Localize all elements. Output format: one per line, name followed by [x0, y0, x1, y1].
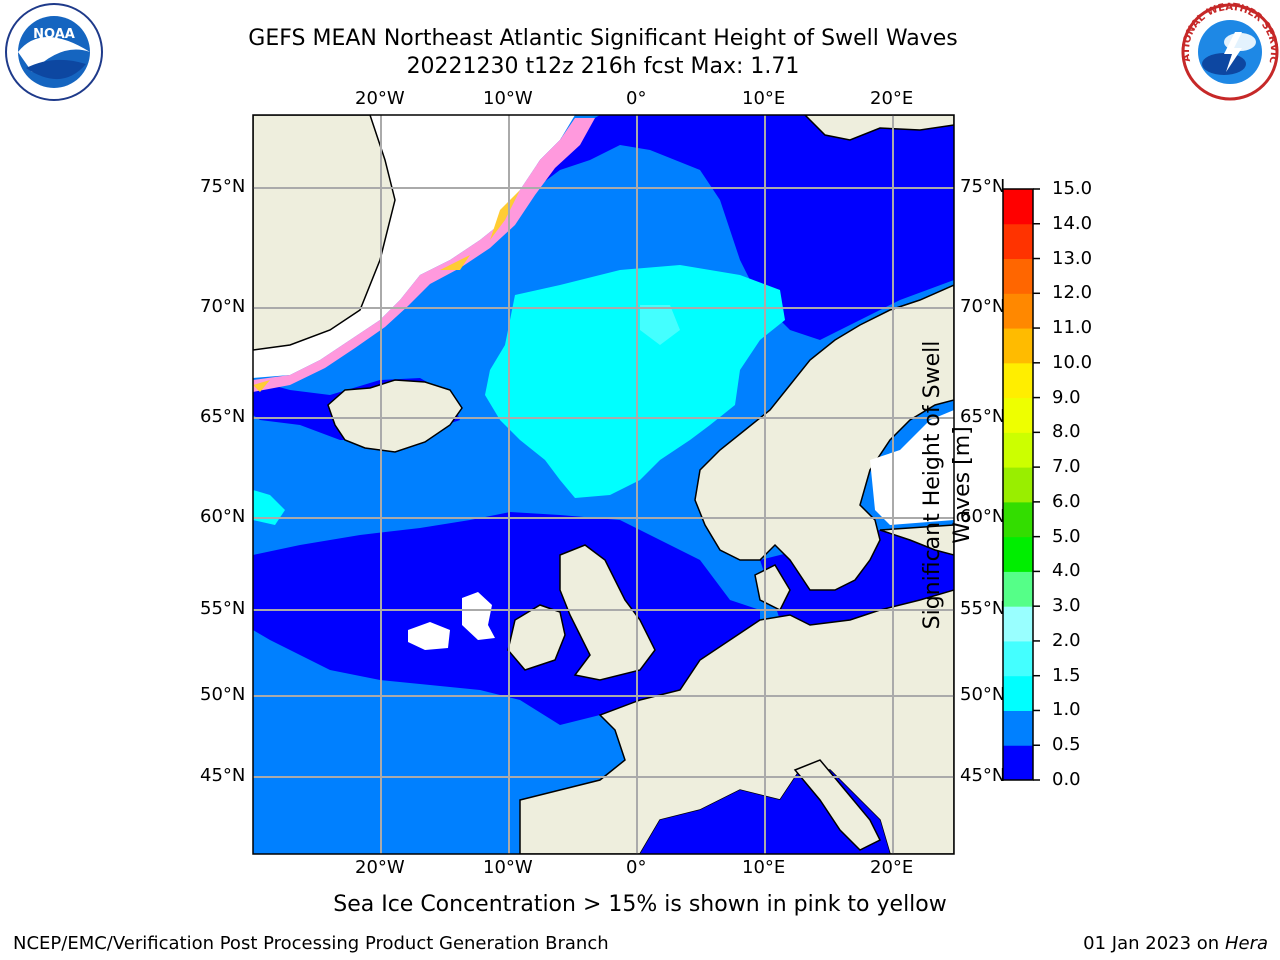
lon-label-bottom-10w: 10°W	[483, 857, 533, 878]
colorbar-tick-label: 10.0	[1052, 351, 1093, 373]
iceland-land	[327, 379, 463, 453]
chart-title: GEFS MEAN Northeast Atlantic Significant…	[248, 26, 958, 51]
gridlines	[253, 115, 954, 854]
continental-europe-land	[519, 589, 954, 854]
colorbar-tick-label: 4.0	[1052, 560, 1081, 582]
colorbar-tick-label: 8.0	[1052, 421, 1081, 443]
lon-label-bottom-20w: 20°W	[355, 857, 405, 878]
colorbar-band	[1003, 189, 1033, 225]
chart-subtitle: 20221230 t12z 216h fcst Max: 1.71	[406, 54, 800, 79]
greenland-land	[253, 115, 396, 351]
colorbar-tick-label: 6.0	[1052, 490, 1081, 512]
colorbar-band	[1003, 223, 1033, 260]
colorbar-tick-label: 9.0	[1052, 386, 1081, 408]
lon-label-bottom-10e: 10°E	[742, 857, 786, 878]
machine-name: Hera	[1224, 933, 1268, 954]
colorbar-band	[1003, 501, 1033, 538]
svalbard-land	[803, 115, 954, 141]
finland-coast	[879, 524, 954, 556]
lat-label-left-70n: 70°N	[200, 296, 246, 317]
colorbar-band	[1003, 710, 1033, 746]
colorbar-band	[1003, 640, 1033, 677]
colorbar-band	[1003, 397, 1033, 433]
great-britain-land	[559, 544, 656, 681]
colorbar-tick-label: 1.5	[1052, 664, 1081, 686]
colorbar-tick-label: 12.0	[1052, 282, 1093, 304]
colorbar-tick-label: 2.0	[1052, 629, 1081, 651]
colorbar-band	[1003, 745, 1033, 781]
lon-label-top-20e: 20°E	[870, 88, 914, 109]
lon-label-top-0: 0°	[626, 88, 647, 109]
nws-logo-icon: NATIONAL WEATHER SERVICE	[1180, 2, 1279, 101]
colorbar-tick-label: 5.0	[1052, 525, 1081, 547]
run-date: 01 Jan 2023 on Hera	[1083, 933, 1268, 954]
lat-label-right-45n: 45°N	[960, 765, 1006, 786]
noaa-logo-text: NOAA	[33, 27, 75, 42]
lat-label-right-65n: 65°N	[960, 406, 1006, 427]
colorbar-tick-label: 7.0	[1052, 456, 1081, 478]
lat-label-left-50n: 50°N	[200, 684, 246, 705]
credit-text: NCEP/EMC/Verification Post Processing Pr…	[13, 933, 609, 954]
colorbar-band	[1003, 293, 1033, 329]
colorbar-tick-label: 3.0	[1052, 595, 1081, 617]
colorbar-tick-label: 15.0	[1052, 178, 1093, 199]
colorbar-band	[1003, 432, 1033, 468]
colorbar-band	[1003, 536, 1033, 572]
sea-ice-edge	[253, 118, 595, 392]
italy-land	[793, 759, 882, 851]
sea-ice-note: Sea Ice Concentration > 15% is shown in …	[333, 892, 947, 917]
lat-label-right-50n: 50°N	[960, 684, 1006, 705]
lat-label-right-55n: 55°N	[960, 598, 1006, 619]
colorbar-tick-label: 1.0	[1052, 699, 1081, 721]
lat-label-left-75n: 75°N	[200, 176, 246, 197]
lat-label-left-60n: 60°N	[200, 506, 246, 527]
lon-label-top-10e: 10°E	[742, 88, 786, 109]
gulf-of-bothnia-no-data	[870, 410, 954, 525]
colorbar-label: Significant Height of Swell Waves [m]	[920, 340, 975, 630]
map-frame	[252, 114, 955, 855]
denmark-land	[754, 564, 791, 612]
lon-label-top-20w: 20°W	[355, 88, 405, 109]
no-data-patches	[408, 592, 495, 650]
colorbar-tick-label: 0.0	[1052, 769, 1081, 790]
lat-label-left-65n: 65°N	[200, 406, 246, 427]
lon-label-top-10w: 10°W	[483, 88, 533, 109]
colorbar-tick-label: 13.0	[1052, 247, 1093, 269]
swell-band-1-5-2-0	[640, 305, 680, 345]
colorbar-frame	[1002, 188, 1034, 781]
lat-label-right-60n: 60°N	[960, 506, 1006, 527]
run-date-text: 01 Jan 2023 on	[1083, 933, 1225, 954]
colorbar-band	[1003, 328, 1033, 364]
colorbar-band	[1003, 258, 1033, 294]
ireland-land	[507, 604, 566, 671]
lat-label-right-70n: 70°N	[960, 296, 1006, 317]
swell-band-1-0-1-5	[485, 265, 785, 498]
scandinavia-land	[694, 284, 954, 591]
colorbar-band	[1003, 467, 1033, 503]
colorbar-band	[1003, 571, 1033, 607]
lon-label-bottom-0: 0°	[626, 857, 647, 878]
colorbar-tick-label: 0.5	[1052, 734, 1081, 756]
colorbar-band	[1003, 362, 1033, 399]
colorbar-tick-label: 11.0	[1052, 317, 1093, 339]
lat-label-left-55n: 55°N	[200, 598, 246, 619]
lat-label-right-75n: 75°N	[960, 176, 1006, 197]
lat-label-left-45n: 45°N	[200, 765, 246, 786]
colorbar-band	[1003, 675, 1033, 711]
colorbar-band	[1003, 606, 1033, 642]
colorbar-tick-label: 14.0	[1052, 212, 1093, 234]
lon-label-bottom-20e: 20°E	[870, 857, 914, 878]
noaa-logo-icon: NOAA	[5, 3, 103, 101]
swell-band-west-high	[253, 490, 285, 525]
